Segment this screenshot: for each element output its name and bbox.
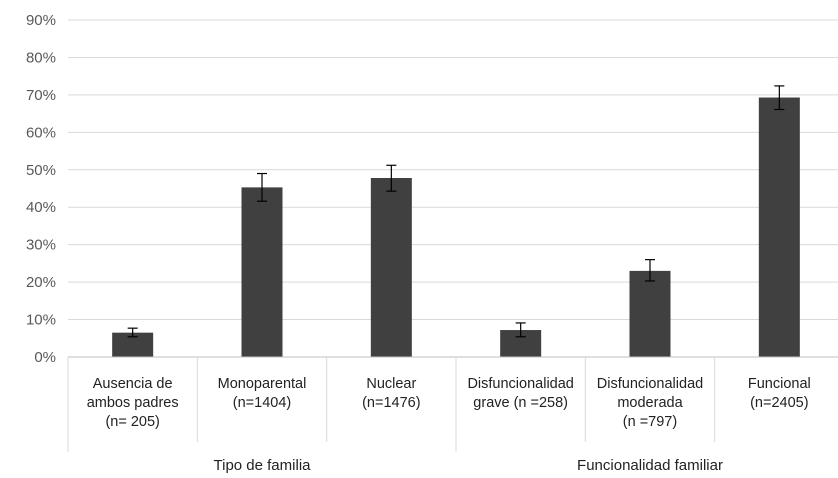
category-label-line: Disfuncionalidad — [597, 376, 703, 392]
category-label-line: Funcional — [748, 376, 811, 392]
category-label: Disfuncionalidad grave (n =258) — [467, 376, 573, 411]
category-label-line: (n =797) — [623, 414, 677, 430]
category-label-line: moderada — [617, 395, 683, 411]
category-label-line: grave (n =258) — [473, 395, 568, 411]
x-axis — [67, 356, 838, 452]
bar — [629, 270, 671, 357]
category-label: Nuclear (n=1476) — [362, 376, 420, 411]
category-label: Disfuncionalidad moderada (n =797) — [597, 376, 703, 430]
y-tick-label: 90% — [26, 12, 56, 29]
category-label-line: (n=1476) — [362, 395, 420, 411]
y-tick-label: 20% — [26, 274, 56, 291]
y-tick-label: 10% — [26, 312, 56, 329]
y-tick-label: 60% — [26, 124, 56, 141]
category-label-line: Monoparental — [218, 376, 307, 392]
category-label-line: (n=2405) — [750, 395, 808, 411]
group-label: Funcionalidad familiar — [577, 457, 723, 474]
gridlines — [68, 19, 838, 358]
y-tick-label: 30% — [26, 237, 56, 254]
y-tick-label: 80% — [26, 49, 56, 66]
category-label-line: Disfuncionalidad — [467, 376, 573, 392]
category-label-line: ambos padres — [87, 395, 179, 411]
category-label: Funcional (n=2405) — [748, 376, 811, 411]
bars — [112, 97, 800, 357]
category-label: Monoparental (n=1404) — [218, 376, 307, 411]
y-tick-label: 0% — [34, 349, 56, 366]
bar — [241, 187, 283, 357]
category-labels: Ausencia de ambos padres (n= 205) Monoparen… — [87, 376, 811, 430]
y-axis-ticks: 0% 10% 20% 30% 40% 50% 60% 70% 80% 90% — [26, 12, 56, 366]
y-tick-label: 70% — [26, 87, 56, 104]
group-labels: Tipo de familia Funcionalidad familiar — [214, 457, 723, 474]
bar — [370, 178, 412, 357]
category-label-line: Ausencia de — [93, 376, 173, 392]
bar — [758, 97, 800, 357]
category-label: Ausencia de ambos padres (n= 205) — [87, 376, 179, 430]
y-tick-label: 50% — [26, 162, 56, 179]
group-label: Tipo de familia — [214, 457, 312, 474]
y-tick-label: 40% — [26, 199, 56, 216]
category-label-line: (n= 205) — [105, 414, 159, 430]
category-label-line: Nuclear — [366, 376, 416, 392]
category-label-line: (n=1404) — [233, 395, 291, 411]
error-bars — [127, 85, 785, 338]
